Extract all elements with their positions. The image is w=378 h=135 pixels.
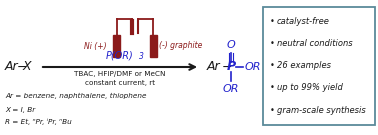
Text: constant current, rt: constant current, rt (85, 80, 155, 86)
Text: 26 examples: 26 examples (277, 61, 331, 70)
Text: gram-scale synthesis: gram-scale synthesis (277, 106, 366, 115)
Text: •: • (270, 61, 275, 70)
Text: (-) graphite: (-) graphite (159, 41, 202, 50)
Text: P: P (226, 60, 235, 73)
Text: −: − (222, 60, 232, 73)
Text: neutral conditions: neutral conditions (277, 39, 353, 48)
Text: OR: OR (223, 84, 239, 94)
Text: R = Et, ⁿPr, ⁱPr, ⁿBu: R = Et, ⁿPr, ⁱPr, ⁿBu (5, 118, 72, 125)
Text: −: − (17, 60, 28, 73)
Text: P(OR): P(OR) (106, 50, 134, 60)
Text: •: • (270, 83, 275, 92)
Text: up to 99% yield: up to 99% yield (277, 83, 343, 92)
Text: Ar: Ar (206, 60, 220, 73)
Text: O: O (227, 40, 235, 50)
Text: X: X (23, 60, 32, 73)
Text: Ni (+): Ni (+) (84, 41, 107, 50)
Text: Ar = benzene, naphthalene, thiophene: Ar = benzene, naphthalene, thiophene (5, 93, 147, 99)
Text: catalyst-free: catalyst-free (277, 16, 330, 26)
Text: •: • (270, 16, 275, 26)
Text: X = I, Br: X = I, Br (5, 107, 35, 113)
Bar (263, 7, 375, 125)
Text: 3: 3 (139, 52, 144, 61)
Bar (113, 35, 120, 57)
Text: Ar: Ar (5, 60, 19, 73)
Text: TBAC, HFIP/DMF or MeCN: TBAC, HFIP/DMF or MeCN (74, 71, 166, 77)
Text: •: • (270, 39, 275, 48)
Text: •: • (270, 106, 275, 115)
Bar (150, 35, 157, 57)
Text: OR: OR (245, 62, 261, 72)
